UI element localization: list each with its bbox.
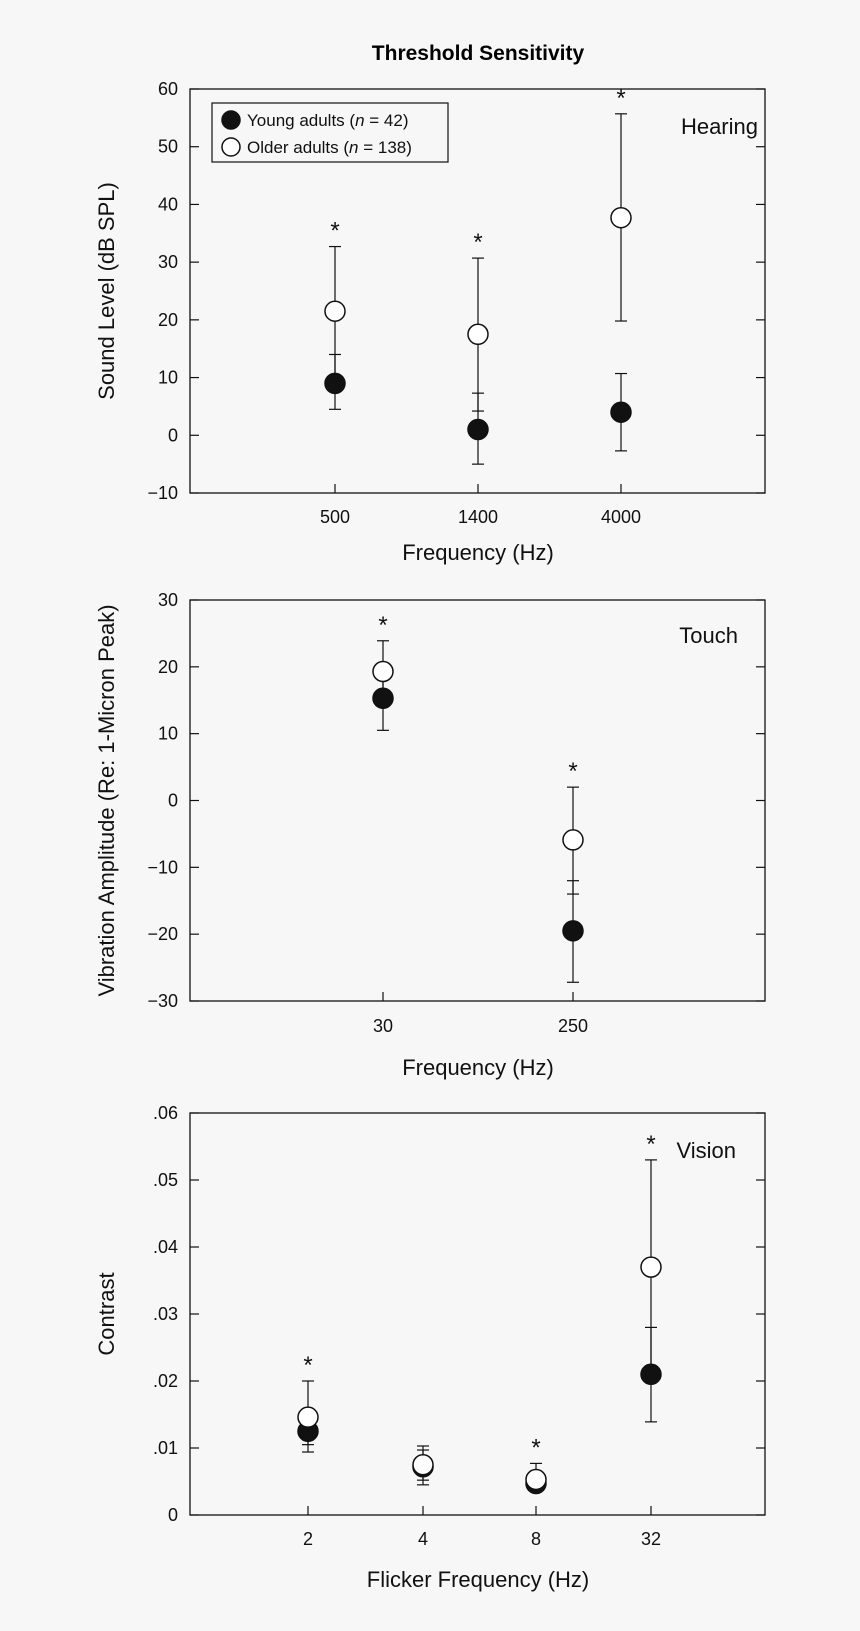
x-tick-label: 500 bbox=[320, 507, 350, 527]
x-tick-label: 250 bbox=[558, 1016, 588, 1036]
x-tick-label: 1400 bbox=[458, 507, 498, 527]
legend-older-label: Older adults (n = 138) bbox=[247, 138, 412, 157]
y-tick-label: .02 bbox=[153, 1371, 178, 1391]
y-tick-label: .06 bbox=[153, 1103, 178, 1123]
y-tick-label: 10 bbox=[158, 368, 178, 388]
x-axis-label: Frequency (Hz) bbox=[402, 540, 554, 565]
x-axis-label: Flicker Frequency (Hz) bbox=[367, 1567, 589, 1592]
x-tick-label: 8 bbox=[531, 1529, 541, 1549]
y-tick-label: 0 bbox=[168, 791, 178, 811]
older-adults-point bbox=[525, 1468, 547, 1491]
y-tick-label: .01 bbox=[153, 1438, 178, 1458]
y-tick-label: .04 bbox=[153, 1237, 178, 1257]
older-adults-point bbox=[640, 1256, 662, 1278]
older-adults-point bbox=[372, 660, 394, 683]
young-adults-point bbox=[467, 418, 489, 441]
older-adults-point bbox=[562, 829, 584, 851]
y-tick-label: 40 bbox=[158, 194, 178, 214]
plot-frame bbox=[189, 599, 766, 1002]
significance-star: * bbox=[473, 229, 482, 256]
x-tick-label: 2 bbox=[303, 1529, 313, 1549]
legend: Young adults (n = 42) Older adults (n = 1… bbox=[211, 102, 449, 163]
panel-label: Hearing bbox=[681, 114, 758, 139]
plot-frame bbox=[189, 1112, 766, 1516]
legend-young-label: Young adults (n = 42) bbox=[247, 111, 409, 130]
young-adults-point bbox=[324, 372, 346, 395]
older-adults-point bbox=[610, 206, 632, 229]
x-tick-label: 4000 bbox=[601, 507, 641, 527]
significance-star: * bbox=[531, 1434, 540, 1461]
legend-young-marker bbox=[221, 110, 241, 130]
y-tick-label: −10 bbox=[147, 857, 178, 877]
y-tick-label: 30 bbox=[158, 590, 178, 610]
y-tick-label: 50 bbox=[158, 137, 178, 157]
y-tick-label: −20 bbox=[147, 924, 178, 944]
y-tick-label: 30 bbox=[158, 252, 178, 272]
y-tick-label: 20 bbox=[158, 310, 178, 330]
y-axis-label: Contrast bbox=[94, 1272, 119, 1355]
significance-star: * bbox=[330, 218, 339, 245]
y-tick-label: −10 bbox=[147, 483, 178, 503]
legend-older-marker bbox=[221, 137, 241, 157]
significance-star: * bbox=[646, 1131, 655, 1158]
young-adults-point bbox=[562, 920, 584, 942]
panel-label: Vision bbox=[676, 1138, 736, 1163]
y-axis-label: Sound Level (dB SPL) bbox=[94, 182, 119, 400]
significance-star: * bbox=[568, 758, 577, 785]
y-tick-label: .05 bbox=[153, 1170, 178, 1190]
y-axis-label: Vibration Amplitude (Re: 1-Micron Peak) bbox=[94, 604, 119, 996]
panel-label: Touch bbox=[679, 623, 738, 648]
y-tick-label: 0 bbox=[168, 1505, 178, 1525]
x-tick-label: 30 bbox=[373, 1016, 393, 1036]
x-tick-label: 4 bbox=[418, 1529, 428, 1549]
young-adults-point bbox=[372, 687, 394, 709]
y-tick-label: −30 bbox=[147, 991, 178, 1011]
y-tick-label: 0 bbox=[168, 425, 178, 445]
figure-title: Threshold Sensitivity bbox=[372, 42, 585, 65]
young-adults-point bbox=[640, 1363, 662, 1386]
panel-hearing: −10 0 10 20 30 40 50 60 500 1400 4000 Frequency (Hz… bbox=[94, 79, 766, 565]
young-adults-point bbox=[610, 401, 632, 423]
older-adults-point bbox=[467, 323, 489, 346]
older-adults-point bbox=[412, 1454, 434, 1476]
panel-vision: 0 .01 .02 .03 .04 .05 .06 2 4 8 32 Flicker Frequenc… bbox=[94, 1103, 766, 1592]
significance-star: * bbox=[303, 1352, 312, 1379]
legend-box bbox=[211, 102, 449, 163]
significance-star: * bbox=[378, 612, 387, 639]
y-tick-label: .03 bbox=[153, 1304, 178, 1324]
y-tick-label: 60 bbox=[158, 79, 178, 99]
older-adults-point bbox=[297, 1406, 319, 1428]
x-axis-label: Frequency (Hz) bbox=[402, 1055, 554, 1080]
y-tick-label: 20 bbox=[158, 657, 178, 677]
older-adults-point bbox=[324, 300, 346, 322]
significance-star: * bbox=[616, 85, 625, 112]
x-tick-label: 32 bbox=[641, 1529, 661, 1549]
y-tick-label: 10 bbox=[158, 724, 178, 744]
